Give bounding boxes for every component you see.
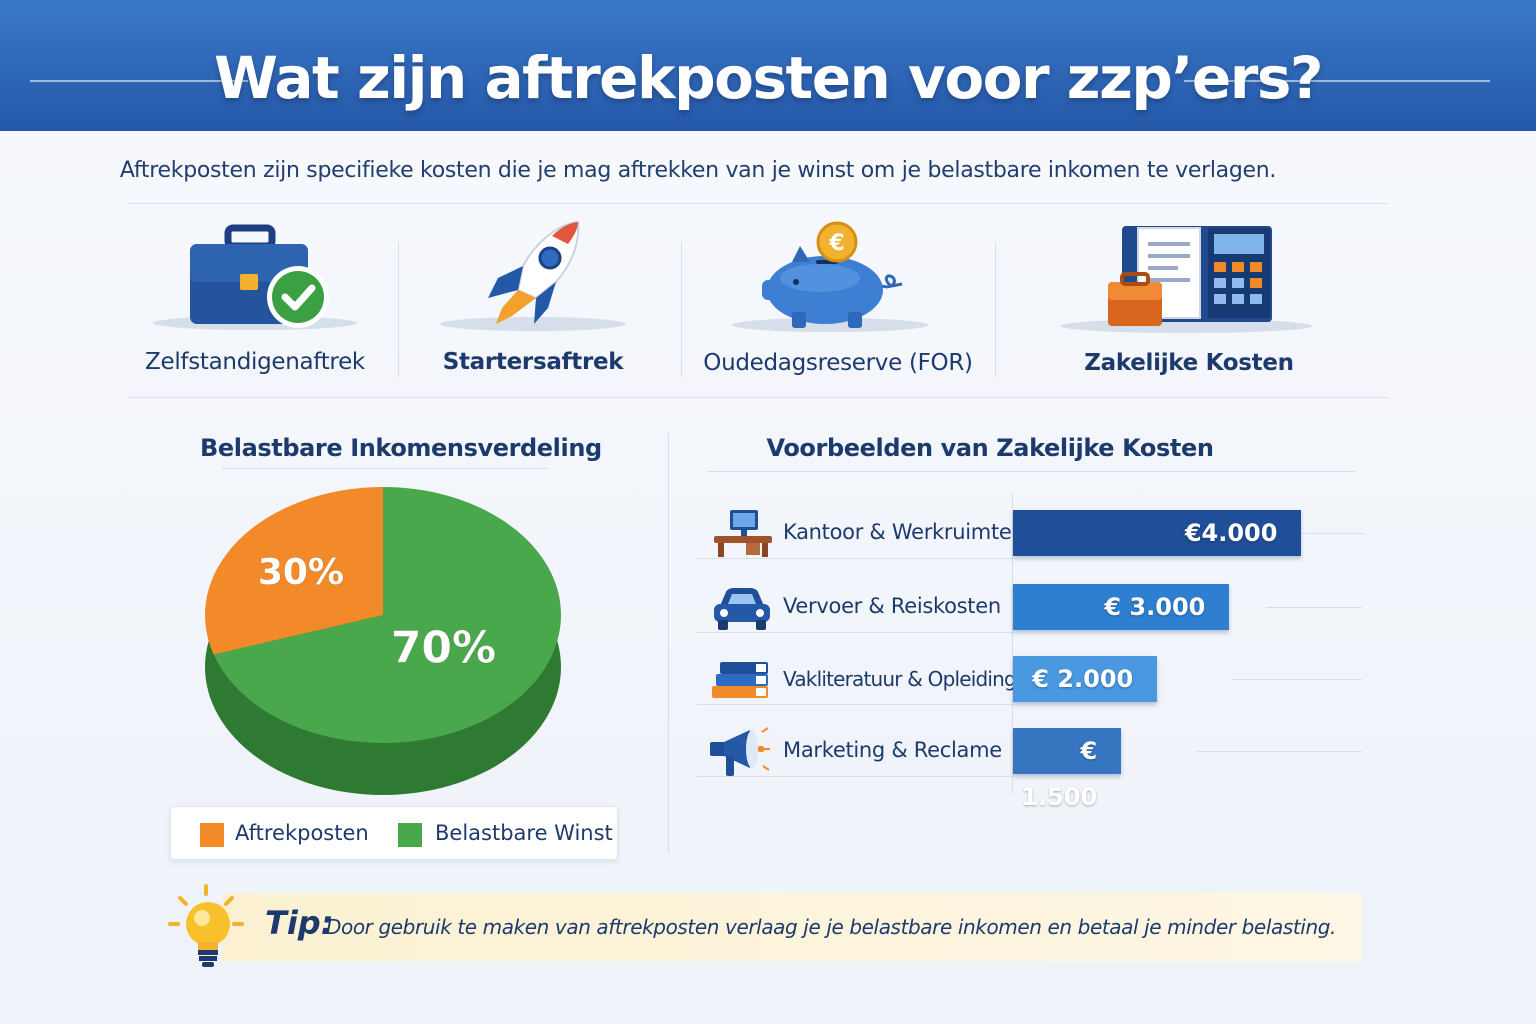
header-banner: Wat zijn aftrekposten voor zzp’ers? [0,0,1536,131]
calculator-receipt-icon [1058,222,1316,334]
pie-slice-belastbare-winst [213,487,561,743]
bar-row-divider-1 [697,558,1013,559]
bar-vakliteratuur: € 2.000 [1013,656,1158,702]
category-label-startersaftrek: Startersaftrek [442,349,624,375]
bar-row-divider-3 [697,704,1013,705]
divider-cat-2 [681,242,682,377]
desk-computer-icon [712,508,774,558]
tip-text: Door gebruik te maken van aftrekposten v… [326,915,1336,939]
pie-chart: 30% 70% [204,487,561,795]
legend-label-belastbare-winst: Belastbare Winst [435,821,613,845]
bar-label-kantoor: Kantoor & Werkruimte [783,520,1012,544]
category-label-zelfstandigenaftrek: Zelfstandigenaftrek [145,349,365,375]
bar-chart-title: Voorbeelden van Zakelijke Kosten [766,434,1214,462]
svg-text:€: € [828,231,844,256]
bar-row-divider-2 [697,632,1013,633]
tip-label: Tip: [265,904,334,942]
bar-track-4 [1196,751,1362,752]
bar-axis-line [1012,493,1013,793]
bar-title-underline [707,471,1355,472]
page-title: Wat zijn aftrekposten voor zzp’ers? [214,44,1323,112]
bar-label-marketing: Marketing & Reclame [783,738,1002,762]
pie-title-underline [222,468,548,469]
legend-label-aftrekposten: Aftrekposten [235,821,369,845]
bar-vervoer: € 3.000 [1013,584,1230,630]
category-label-zakelijke-kosten: Zakelijke Kosten [1084,350,1294,376]
bar-track-2 [1266,607,1362,608]
bar-kantoor: €4.000 [1013,510,1302,556]
rocket-icon [438,220,628,334]
megaphone-icon [708,726,770,778]
header-rule-right [1184,80,1490,82]
legend-swatch-aftrekposten [200,823,224,847]
bar-marketing: € 1.500 [1013,728,1122,811]
bar-track-3 [1232,679,1362,680]
bar-track-1 [1300,533,1364,534]
tip-box [222,893,1362,961]
category-label-oudedagsreserve: Oudedagsreserve (FOR) [703,350,973,376]
car-icon [712,586,772,632]
divider-middle [128,397,1388,398]
bar-label-vakliteratuur: Vakliteratuur & Opleidingen [783,667,1040,691]
divider-top [128,203,1388,204]
divider-charts [668,433,669,853]
briefcase-check-icon [150,222,360,334]
bar-label-vervoer: Vervoer & Reiskosten [783,594,1001,618]
bar-row-divider-4 [697,776,1013,777]
legend-swatch-belastbare-winst [398,823,422,847]
pie-legend: Aftrekposten Belastbare Winst [170,806,618,860]
books-icon [710,660,770,700]
header-rule-left [30,80,248,82]
piggy-bank-icon: € [730,220,935,335]
pie-chart-title: Belastbare Inkomensverdeling [200,434,602,462]
pie-slice-aftrekposten [204,487,383,655]
pie-label-aftrekposten: 30% [258,552,344,593]
intro-text: Aftrekposten zijn specifieke kosten die … [119,158,1277,183]
lightbulb-icon [168,884,244,974]
divider-cat-3 [995,242,996,377]
pie-label-belastbare-winst: 70% [391,623,496,674]
divider-cat-1 [398,242,399,377]
